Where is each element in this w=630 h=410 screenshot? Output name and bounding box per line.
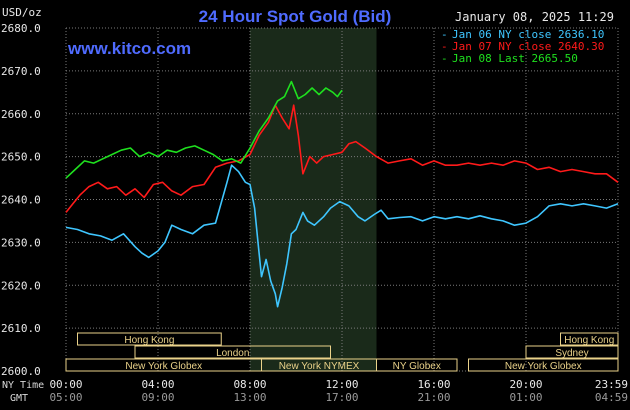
session-label: Sydney xyxy=(555,348,588,359)
y-tick-label: 2680.0 xyxy=(1,22,41,35)
session-band xyxy=(560,332,619,346)
gmt-tick: 04:59 xyxy=(595,391,628,404)
website-watermark: www.kitco.com xyxy=(67,39,191,58)
legend-item-jan06: Jan 06 NY close 2636.10 xyxy=(452,28,604,41)
chart-timestamp: January 08, 2025 11:29 xyxy=(455,10,614,24)
legend-dash-jan08: - xyxy=(441,52,448,65)
series-line-jan07 xyxy=(65,104,619,213)
legend-item-jan07: Jan 07 NY close 2640.30 xyxy=(452,40,604,53)
y-tick-label: 2660.0 xyxy=(1,108,41,121)
y-unit-label: USD/oz xyxy=(2,6,42,19)
ny-time-tick: 23:59 xyxy=(595,378,628,391)
session-label: Hong Kong xyxy=(564,335,614,346)
ny-time-tick: 00:00 xyxy=(49,378,82,391)
ny-time-tick: 04:00 xyxy=(141,378,174,391)
y-tick-label: 2670.0 xyxy=(1,65,41,78)
session-label: New York Globex xyxy=(125,361,202,372)
session-bands: Hong Kong Hong Kong London Sydney New York G… xyxy=(65,332,619,372)
ny-time-tick: 16:00 xyxy=(417,378,450,391)
chart-title: 24 Hour Spot Gold (Bid) xyxy=(199,7,392,26)
ny-time-tick: 08:00 xyxy=(233,378,266,391)
series-line-jan06 xyxy=(65,164,619,308)
ny-trading-hours-shade xyxy=(250,28,377,371)
session-band xyxy=(77,332,222,346)
session-band xyxy=(134,345,331,359)
legend: Jan 06 NY close 2636.10 Jan 07 NY close … xyxy=(441,28,604,65)
gmt-tick: 13:00 xyxy=(233,391,266,404)
legend-dash-jan06: - xyxy=(441,28,448,41)
grid-lines xyxy=(65,27,619,372)
y-tick-label: 2630.0 xyxy=(1,236,41,249)
ny-time-tick: 12:00 xyxy=(325,378,358,391)
gmt-tick: 09:00 xyxy=(141,391,174,404)
legend-dash-jan07: - xyxy=(441,40,448,53)
gmt-tick: 05:00 xyxy=(49,391,82,404)
gmt-label: GMT xyxy=(10,393,28,404)
y-tick-label: 2600.0 xyxy=(1,365,41,378)
session-label: NY Globex xyxy=(393,361,441,372)
series-line-jan08 xyxy=(65,80,343,179)
y-tick-label: 2610.0 xyxy=(1,322,41,335)
session-label: London xyxy=(216,348,249,359)
legend-item-jan08: Jan 08 Last 2665.50 xyxy=(452,52,578,65)
y-axis-labels: 2680.0 2670.0 2660.0 2650.0 2640.0 2630.0 2620… xyxy=(1,22,41,378)
ny-time-label: NY Time xyxy=(2,380,44,391)
gmt-tick: 21:00 xyxy=(417,391,450,404)
y-tick-label: 2620.0 xyxy=(1,279,41,292)
session-band xyxy=(525,345,619,359)
session-band xyxy=(376,358,458,372)
session-label: New York NYMEX xyxy=(279,361,360,372)
y-tick-label: 2640.0 xyxy=(1,194,41,207)
session-label: New York Globex xyxy=(505,361,582,372)
y-tick-label: 2650.0 xyxy=(1,151,41,164)
ny-time-tick: 20:00 xyxy=(509,378,542,391)
gmt-tick: 17:00 xyxy=(325,391,358,404)
gmt-tick: 01:00 xyxy=(509,391,542,404)
session-band xyxy=(468,358,619,372)
series-layer xyxy=(65,80,619,308)
session-label: Hong Kong xyxy=(124,335,174,346)
